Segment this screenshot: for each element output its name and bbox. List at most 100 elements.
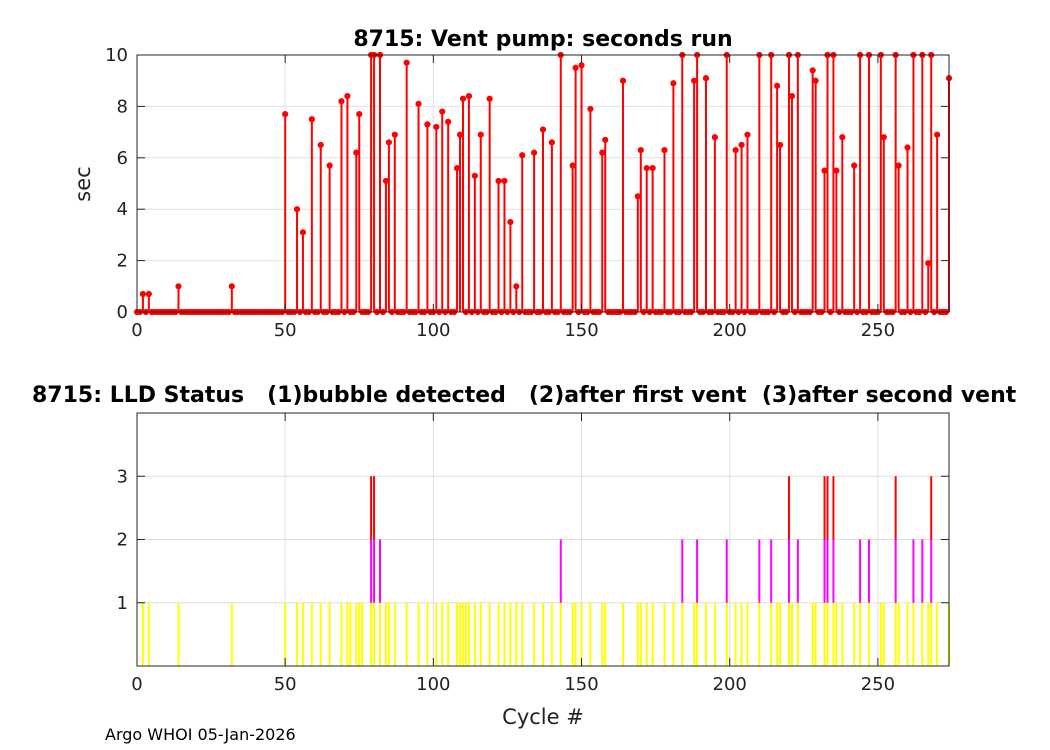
bottom-x-tick-label: 250 [861, 674, 895, 695]
stem-marker [738, 141, 745, 149]
top-axes-box [136, 54, 950, 313]
top-y-tick-label: 10 [105, 45, 128, 66]
stem-marker [732, 146, 739, 154]
stem-marker [744, 131, 751, 138]
top-x-tick-label: 50 [274, 320, 297, 341]
stem-marker [145, 290, 152, 298]
stem-marker [308, 116, 315, 123]
stem-marker [833, 167, 840, 174]
stem-marker [670, 80, 677, 87]
bottom-x-tick-label: 150 [564, 674, 598, 695]
top-panel: 0 50 100 150 200 250 0 2 4 6 8 10 8715: Vent pump: … [71, 27, 953, 341]
bottom-x-tick-label: 100 [416, 674, 450, 695]
stem-marker [477, 131, 484, 138]
stem-marker [711, 134, 718, 141]
stem-marker [282, 111, 289, 118]
stem-marker [774, 82, 781, 89]
stem-marker [495, 177, 502, 185]
stem-marker [293, 206, 301, 213]
stem-marker [326, 162, 333, 169]
stem-marker [895, 162, 902, 169]
stem-marker [587, 105, 594, 113]
stem-marker [459, 95, 467, 102]
bottom-x-tick-label: 50 [274, 674, 297, 695]
top-x-tick-label: 200 [713, 320, 747, 341]
stem-marker [839, 134, 846, 141]
stem-marker [851, 162, 858, 169]
stem-marker [809, 67, 816, 74]
stem-marker [385, 139, 392, 146]
stem-marker [465, 93, 473, 100]
stem-marker [433, 123, 440, 131]
stem-marker [599, 149, 606, 156]
stem-marker [344, 93, 351, 100]
top-tick-labels: 0 50 100 150 200 250 0 2 4 6 8 10 [105, 45, 949, 341]
stem-marker [513, 283, 520, 290]
stem-marker [776, 141, 784, 149]
stem-marker [439, 108, 446, 115]
stem-marker [391, 131, 398, 138]
stem-marker [821, 167, 828, 174]
stem-marker [578, 62, 585, 69]
stem-marker [880, 134, 887, 141]
stem-marker [661, 146, 668, 154]
stem-marker [456, 131, 464, 138]
top-x-tick-label: 0 [131, 320, 142, 341]
top-x-tick-label: 100 [416, 320, 450, 341]
top-x-tick-label: 150 [564, 320, 598, 341]
bottom-panel: 0 50 100 150 200 250 1 2 3 8715: LLD Status (1)b… [32, 383, 1017, 729]
stem-marker [812, 77, 819, 84]
bottom-y-tick-label: 3 [117, 466, 128, 487]
top-y-tick-label: 4 [117, 199, 128, 220]
stem-marker [507, 218, 514, 226]
stem-marker [643, 164, 650, 172]
bottom-chart-title: 8715: LLD Status (1)bubble detected (2)a… [32, 383, 1017, 408]
footer-credit: Argo WHOI 05-Jan-2026 [105, 725, 296, 744]
stem-marker [934, 131, 941, 138]
bottom-x-tick-label: 0 [131, 674, 142, 695]
stem-marker [691, 77, 698, 84]
stem-marker [531, 149, 538, 156]
top-x-tick-label: 250 [861, 320, 895, 341]
stem-marker [572, 64, 579, 71]
stem-marker [539, 126, 547, 133]
top-chart-title: 8715: Vent pump: seconds run [353, 27, 732, 52]
stem-marker [649, 164, 656, 172]
stem-marker [299, 229, 307, 236]
stem-marker [353, 149, 360, 156]
top-y-tick-label: 8 [117, 96, 128, 117]
stem-marker [486, 95, 493, 102]
bottom-y-tick-label: 2 [117, 530, 128, 551]
stem-marker [317, 141, 324, 149]
stem-marker [619, 77, 627, 84]
stem-marker [453, 164, 461, 172]
bottom-tick-labels: 0 50 100 150 200 250 1 2 3 [117, 413, 949, 695]
bottom-x-axis-label: Cycle # [502, 705, 584, 729]
top-y-axis-label: sec [71, 166, 95, 201]
stem-marker [338, 98, 345, 105]
stem-marker [925, 260, 932, 267]
stem-marker [702, 75, 710, 82]
stem-marker [424, 121, 431, 128]
bottom-x-tick-label: 200 [713, 674, 747, 695]
stem-marker [602, 136, 609, 143]
stem-marker [569, 162, 576, 169]
stem-marker [637, 146, 644, 154]
stem-marker [356, 111, 363, 118]
stem-marker [415, 100, 422, 107]
top-y-tick-label: 0 [117, 302, 128, 323]
stem-marker [139, 290, 147, 298]
stem-marker [548, 139, 555, 146]
stem-marker [788, 93, 796, 100]
top-y-tick-label: 2 [117, 251, 128, 272]
bottom-y-tick-label: 1 [117, 593, 128, 614]
stem-marker [471, 172, 478, 179]
stem-marker [904, 144, 911, 151]
stem-marker [445, 118, 452, 125]
top-y-tick-label: 6 [117, 148, 128, 169]
stem-marker [382, 177, 390, 185]
stem-marker [175, 283, 182, 290]
bottom-status-bars [141, 476, 950, 666]
stem-marker [519, 152, 526, 159]
stem-marker [634, 193, 641, 200]
